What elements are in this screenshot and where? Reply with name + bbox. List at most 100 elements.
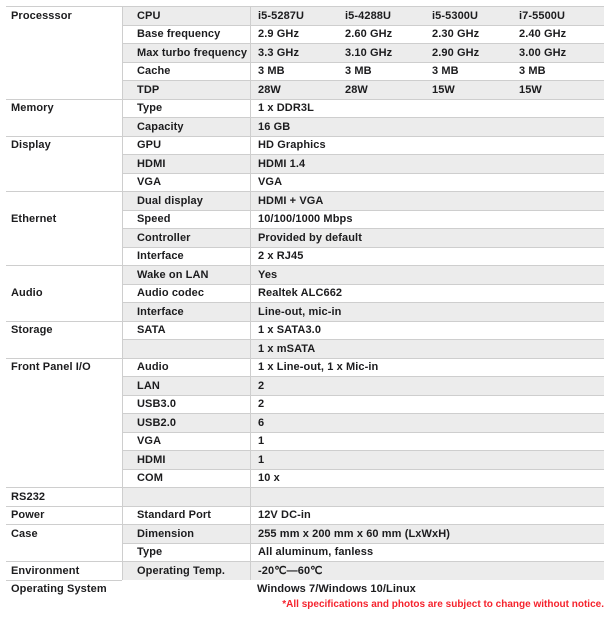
section-label bbox=[6, 191, 122, 210]
section-label bbox=[6, 431, 122, 450]
spec-value: 1 bbox=[258, 435, 265, 448]
spec-key: SATA bbox=[122, 320, 250, 339]
section-label bbox=[6, 376, 122, 395]
section-label bbox=[6, 117, 122, 136]
spec-value: 3 MB bbox=[345, 65, 372, 78]
spec-values: 1 x SATA3.0 bbox=[250, 320, 604, 339]
spec-row: Environment Operating Temp. -20℃—60℃ bbox=[6, 561, 604, 580]
spec-row: Display GPU HD Graphics bbox=[6, 135, 604, 154]
spec-key: Audio codec bbox=[122, 283, 250, 302]
spec-row: Memory Type 1 x DDR3L bbox=[6, 98, 604, 117]
footnote: *All specifications and photos are subje… bbox=[282, 599, 604, 610]
spec-value: 3 MB bbox=[519, 65, 546, 78]
spec-values: 10 x bbox=[250, 468, 604, 487]
spec-value: VGA bbox=[258, 176, 283, 189]
spec-key: Audio bbox=[122, 357, 250, 376]
spec-value: 3 MB bbox=[258, 65, 285, 78]
section-label: Memory bbox=[6, 98, 122, 117]
spec-value: 2.60 GHz bbox=[345, 28, 393, 41]
spec-key: HDMI bbox=[122, 154, 250, 173]
spec-key: Base frequency bbox=[122, 24, 250, 43]
spec-values: 6 bbox=[250, 413, 604, 432]
spec-values: i5-5287U i5-4288U i5-5300U i7-5500U bbox=[250, 6, 604, 25]
section-label bbox=[6, 394, 122, 413]
spec-value: 2 x RJ45 bbox=[258, 250, 304, 263]
spec-value: HD Graphics bbox=[258, 139, 326, 152]
spec-value: 16 GB bbox=[258, 120, 291, 133]
spec-table: Processsor CPU i5-5287U i5-4288U i5-5300U i… bbox=[6, 6, 604, 598]
spec-key bbox=[122, 580, 250, 599]
spec-value: i5-5300U bbox=[432, 9, 479, 22]
spec-key: LAN bbox=[122, 376, 250, 395]
spec-values: HDMI + VGA bbox=[250, 191, 604, 210]
section-label: Ethernet bbox=[6, 209, 122, 228]
spec-values: Windows 7/Windows 10/Linux bbox=[250, 580, 604, 599]
spec-values: 1 bbox=[250, 450, 604, 469]
spec-value: i5-4288U bbox=[345, 9, 392, 22]
section-label: Storage bbox=[6, 320, 122, 339]
spec-row: VGA 1 bbox=[6, 431, 604, 450]
spec-row: LAN 2 bbox=[6, 376, 604, 395]
spec-row: COM 10 x bbox=[6, 468, 604, 487]
spec-key: Cache bbox=[122, 61, 250, 80]
section-label bbox=[6, 413, 122, 432]
spec-key: Capacity bbox=[122, 117, 250, 136]
spec-value: 1 x DDR3L bbox=[258, 102, 314, 115]
spec-row: 1 x mSATA bbox=[6, 339, 604, 358]
spec-row: Interface Line-out, mic-in bbox=[6, 302, 604, 321]
spec-values: 1 x Line-out, 1 x Mic-in bbox=[250, 357, 604, 376]
spec-value: i5-5287U bbox=[258, 9, 305, 22]
section-label bbox=[6, 61, 122, 80]
spec-value: 3.00 GHz bbox=[519, 46, 567, 59]
spec-key: CPU bbox=[122, 6, 250, 25]
spec-values: 16 GB bbox=[250, 117, 604, 136]
spec-key: HDMI bbox=[122, 450, 250, 469]
spec-values: 1 bbox=[250, 431, 604, 450]
spec-row: USB2.0 6 bbox=[6, 413, 604, 432]
spec-value: Provided by default bbox=[258, 231, 362, 244]
spec-values: 2.9 GHz 2.60 GHz 2.30 GHz 2.40 GHz bbox=[250, 24, 604, 43]
spec-row: VGA VGA bbox=[6, 172, 604, 191]
spec-value: 3.10 GHz bbox=[345, 46, 393, 59]
spec-key: TDP bbox=[122, 80, 250, 99]
spec-value: 2 bbox=[258, 379, 265, 392]
section-label bbox=[6, 246, 122, 265]
spec-key: USB2.0 bbox=[122, 413, 250, 432]
spec-row: Capacity 16 GB bbox=[6, 117, 604, 136]
spec-row: Front Panel I/O Audio 1 x Line-out, 1 x … bbox=[6, 357, 604, 376]
spec-key: Controller bbox=[122, 228, 250, 247]
spec-values: Realtek ALC662 bbox=[250, 283, 604, 302]
spec-values: VGA bbox=[250, 172, 604, 191]
spec-values: 255 mm x 200 mm x 60 mm (LxWxH) bbox=[250, 524, 604, 543]
spec-value: HDMI 1.4 bbox=[258, 157, 306, 170]
spec-row: Processsor CPU i5-5287U i5-4288U i5-5300U i… bbox=[6, 6, 604, 25]
spec-values: Provided by default bbox=[250, 228, 604, 247]
spec-row: Power Standard Port 12V DC-in bbox=[6, 505, 604, 524]
section-label bbox=[6, 172, 122, 191]
spec-value: 3 MB bbox=[432, 65, 459, 78]
spec-value: 1 bbox=[258, 453, 265, 466]
section-label: Case bbox=[6, 524, 122, 543]
spec-key: Type bbox=[122, 542, 250, 561]
section-label bbox=[6, 468, 122, 487]
spec-row: Operating System Windows 7/Windows 10/Li… bbox=[6, 579, 604, 599]
spec-values: Yes bbox=[250, 265, 604, 284]
spec-row: HDMI 1 bbox=[6, 450, 604, 469]
spec-value: 10 x bbox=[258, 472, 280, 485]
section-label: Environment bbox=[6, 561, 122, 580]
section-label: Operating System bbox=[6, 579, 122, 598]
spec-key bbox=[122, 339, 250, 358]
spec-key: VGA bbox=[122, 431, 250, 450]
section-label bbox=[6, 43, 122, 62]
spec-values: HD Graphics bbox=[250, 135, 604, 154]
section-label bbox=[6, 265, 122, 284]
spec-key: Wake on LAN bbox=[122, 265, 250, 284]
spec-value: -20℃—60℃ bbox=[258, 565, 323, 578]
spec-row: RS232 bbox=[6, 487, 604, 506]
spec-values: 12V DC-in bbox=[250, 505, 604, 524]
spec-value: 28W bbox=[258, 83, 281, 96]
section-label: Audio bbox=[6, 283, 122, 302]
section-label bbox=[6, 24, 122, 43]
spec-value: 28W bbox=[345, 83, 368, 96]
spec-row: Storage SATA 1 x SATA3.0 bbox=[6, 320, 604, 339]
